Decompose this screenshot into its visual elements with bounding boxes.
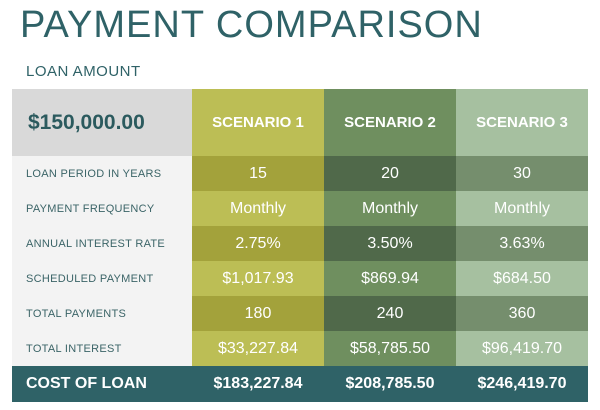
scenario-1-annual-interest-rate: 2.75% — [192, 226, 324, 261]
scenario-3-header: SCENARIO 3 — [456, 89, 588, 156]
scenario-3-total-payments: 360 — [456, 296, 588, 331]
scenario-2-header: SCENARIO 2 — [324, 89, 456, 156]
row-label-annual-interest-rate: ANNUAL INTEREST RATE — [12, 226, 192, 261]
scenario-3-total-interest: $96,419.70 — [456, 331, 588, 366]
scenario-3-scheduled-payment: $684.50 — [456, 261, 588, 296]
scenario-1-total-interest: $33,227.84 — [192, 331, 324, 366]
scenario-1-scheduled-payment: $1,017.93 — [192, 261, 324, 296]
scenario-1-header: SCENARIO 1 — [192, 89, 324, 156]
scenario-3-payment-frequency: Monthly — [456, 191, 588, 226]
scenario-1-payment-frequency: Monthly — [192, 191, 324, 226]
scenario-3-cost-of-loan: $246,419.70 — [456, 366, 588, 402]
scenario-1-cost-of-loan: $183,227.84 — [192, 366, 324, 402]
scenario-3-annual-interest-rate: 3.63% — [456, 226, 588, 261]
row-label-total-interest: TOTAL INTEREST — [12, 331, 192, 366]
row-label-scheduled-payment: SCHEDULED PAYMENT — [12, 261, 192, 296]
scenario-2-total-payments: 240 — [324, 296, 456, 331]
scenario-2-total-interest: $58,785.50 — [324, 331, 456, 366]
row-label-total-payments: TOTAL PAYMENTS — [12, 296, 192, 331]
page-title: PAYMENT COMPARISON — [20, 4, 483, 46]
scenario-2-loan-period: 20 — [324, 156, 456, 191]
scenario-1-loan-period: 15 — [192, 156, 324, 191]
scenario-2-annual-interest-rate: 3.50% — [324, 226, 456, 261]
scenario-3-loan-period: 30 — [456, 156, 588, 191]
loan-amount-heading: LOAN AMOUNT — [26, 63, 141, 80]
cost-of-loan-label: COST OF LOAN — [12, 366, 192, 402]
comparison-table: $150,000.00 SCENARIO 1 SCENARIO 2 SCENAR… — [12, 89, 588, 402]
loan-amount-value: $150,000.00 — [12, 89, 192, 156]
scenario-1-total-payments: 180 — [192, 296, 324, 331]
scenario-2-cost-of-loan: $208,785.50 — [324, 366, 456, 402]
scenario-2-scheduled-payment: $869.94 — [324, 261, 456, 296]
scenario-2-payment-frequency: Monthly — [324, 191, 456, 226]
row-label-loan-period: LOAN PERIOD IN YEARS — [12, 156, 192, 191]
row-label-payment-frequency: PAYMENT FREQUENCY — [12, 191, 192, 226]
